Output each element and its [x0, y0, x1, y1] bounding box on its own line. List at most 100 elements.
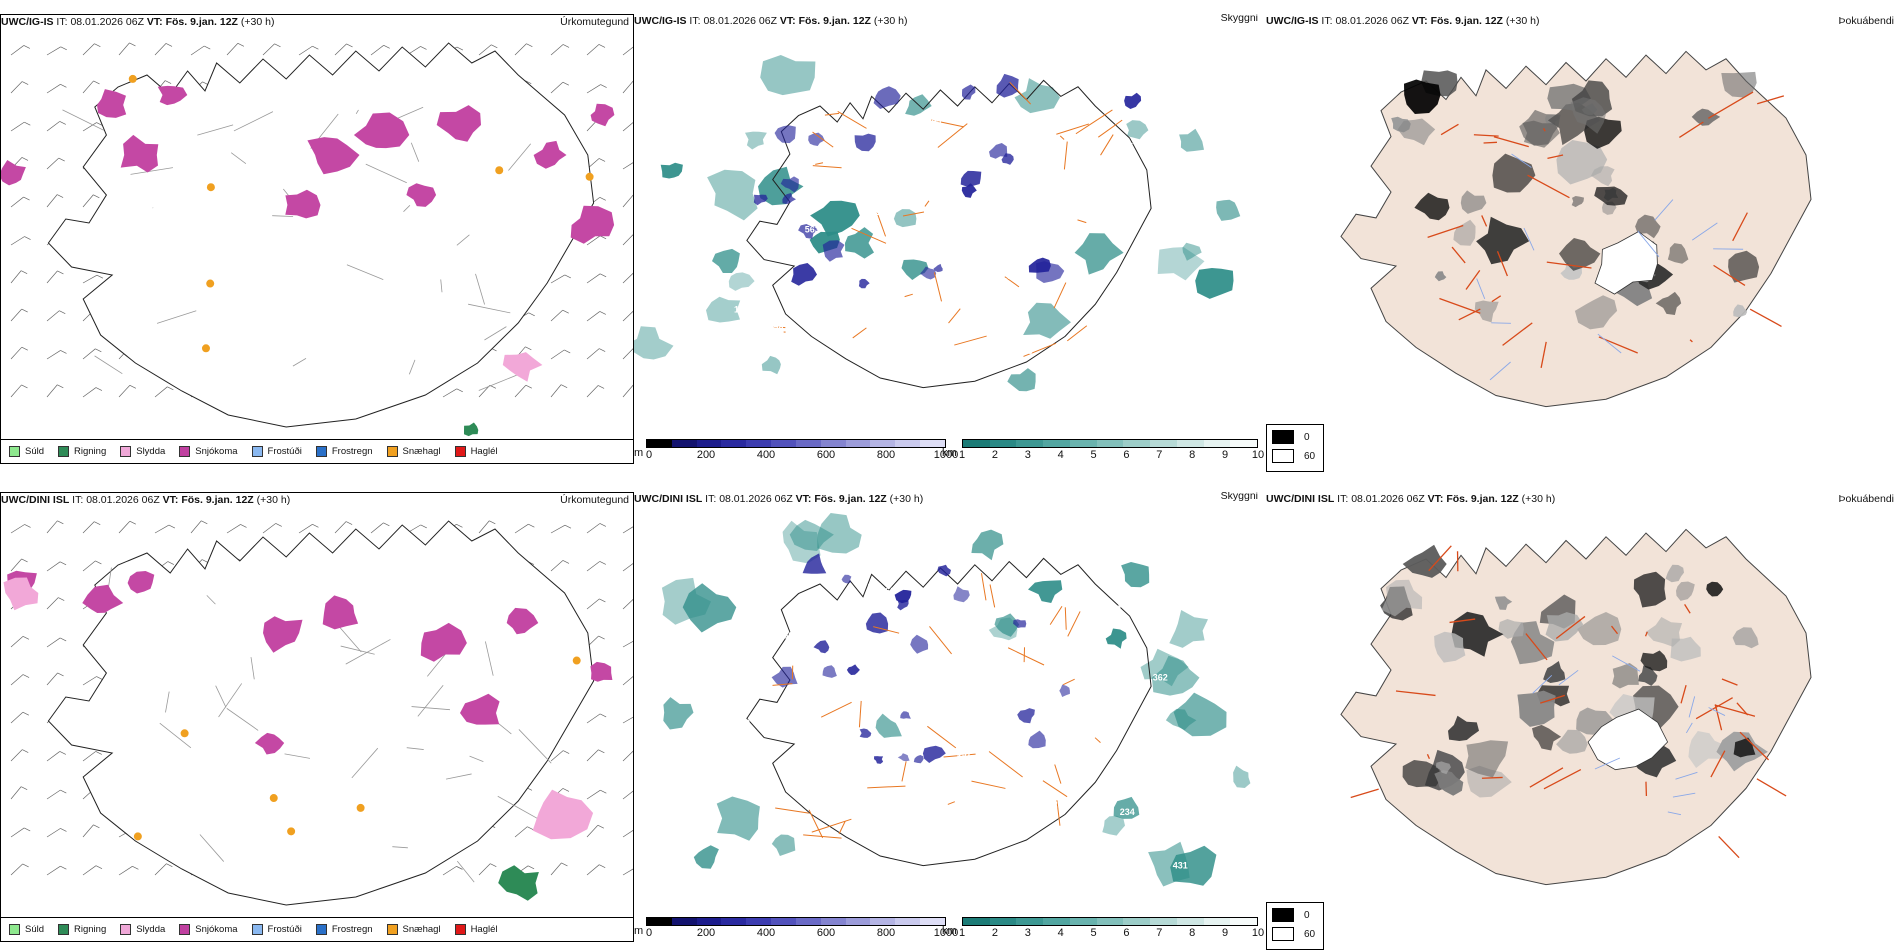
legend-item: Frostregn: [316, 446, 373, 457]
colorbar-cell: [1204, 918, 1231, 925]
legend-item: Súld: [9, 446, 44, 457]
colorbar-cell: [870, 918, 895, 925]
colorbar-cell: [1123, 440, 1150, 447]
legend-item: Frostúði: [252, 446, 302, 457]
colorbar-cell: [721, 440, 746, 447]
legend-label: Snæhagl: [403, 924, 441, 935]
visibility-label: 376: [998, 112, 1013, 122]
legend-swatch: [316, 446, 327, 457]
fog-legend-swatch: [1272, 927, 1294, 941]
colorbar-cell: [1177, 918, 1204, 925]
colorbar-tick: 4: [1058, 449, 1064, 461]
visibility-label: 985: [1170, 182, 1185, 192]
legend-item: Haglél: [455, 924, 498, 935]
colorbar-cell: [1150, 918, 1177, 925]
visibility-label: 946: [1100, 837, 1115, 847]
visibility-label: 144: [927, 115, 942, 125]
colorbar-tick: 0: [646, 449, 652, 461]
colorbar-tick: 200: [697, 449, 715, 461]
precip-type-panel: UWC/IG-IS IT: 08.01.2026 06Z VT: Fös. 9.…: [0, 14, 634, 464]
legend-swatch: [252, 446, 263, 457]
visibility-label: 245: [990, 295, 1005, 305]
visibility-label: 126: [947, 624, 962, 634]
colorbar-cell: [796, 440, 821, 447]
legend-swatch: [120, 924, 131, 935]
colorbar-cell: [697, 440, 722, 447]
coastline: [747, 558, 1151, 865]
visibility-label: 234: [1120, 807, 1135, 817]
visibility-map: 6479461051971041165623624066424312349719…: [634, 492, 1266, 912]
colorbar-cell: [1016, 918, 1043, 925]
visibility-label: 580: [1178, 585, 1193, 595]
visibility-panel: UWC/DINI ISL IT: 08.01.2026 06Z VT: Fös.…: [634, 492, 1266, 952]
legend-swatch: [179, 446, 190, 457]
legend-label: Rigning: [74, 924, 106, 935]
colorbar-tick: 800: [877, 927, 895, 939]
colorbar-cell: [697, 918, 722, 925]
colorbar-tick: 600: [817, 449, 835, 461]
legend-label: Frostúði: [268, 924, 302, 935]
visibility-label: 406: [1084, 693, 1099, 703]
colorbar-cell: [990, 918, 1017, 925]
colorbar-cell: [746, 918, 771, 925]
legend-label: Súld: [25, 924, 44, 935]
colorbar-cell: [895, 440, 920, 447]
colorbar-cell: [846, 440, 871, 447]
colorbar-tick: 0: [646, 927, 652, 939]
colorbar-cell: [963, 440, 990, 447]
legend-swatch: [9, 446, 20, 457]
legend-item: Frostúði: [252, 924, 302, 935]
colorbar-tick: 7: [1156, 927, 1162, 939]
visibility-label: 202: [865, 207, 880, 217]
visibility-label: 619: [728, 385, 743, 395]
visibility-label: 700: [1047, 677, 1062, 687]
visibility-label: 420: [839, 66, 854, 76]
visibility-label: 979: [1018, 346, 1033, 356]
legend-item: Slydda: [120, 924, 165, 935]
colorbar-tick: 800: [877, 449, 895, 461]
legend-swatch: [387, 446, 398, 457]
fog-panel: UWC/DINI ISL IT: 08.01.2026 06Z VT: Fös.…: [1266, 492, 1900, 952]
colorbar-cell: [963, 918, 990, 925]
legend-label: Rigning: [74, 446, 106, 457]
colorbar-tick: 1: [959, 927, 965, 939]
fog-legend-label: 0: [1304, 910, 1310, 921]
visibility-label: 6: [754, 308, 759, 318]
visibility-label: 864: [737, 326, 752, 336]
legend-swatch: [316, 924, 327, 935]
forecast-row-2: UWC/DINI ISL IT: 08.01.2026 06Z VT: Fös.…: [0, 492, 1900, 952]
fog-legend-row: 0: [1272, 908, 1323, 922]
visibility-label: 642: [1106, 604, 1121, 614]
colorbar-tick: 1: [959, 449, 965, 461]
fog-legend-label: 60: [1304, 929, 1315, 940]
colorbar-cell: [870, 440, 895, 447]
colorbar-cell: [821, 440, 846, 447]
colorbar-cell: [771, 918, 796, 925]
colorbar-tick: 5: [1090, 927, 1096, 939]
visibility-label: 8: [784, 331, 789, 341]
legend-item: Snæhagl: [387, 446, 441, 457]
low-visibility-areas: [662, 513, 1251, 887]
legend-swatch: [387, 924, 398, 935]
visibility-label: 197: [957, 748, 972, 758]
legend-label: Haglél: [471, 446, 498, 457]
legend-item: Rigning: [58, 446, 106, 457]
visibility-label: 220: [1115, 222, 1130, 232]
fog-legend-label: 0: [1304, 432, 1310, 443]
fog-legend-row: 0: [1272, 430, 1323, 444]
colorbar-tick: 10: [1252, 449, 1264, 461]
visibility-label: 120: [991, 859, 1006, 869]
colorbar-cell: [1177, 440, 1204, 447]
visibility-label: 971: [868, 582, 883, 592]
precip-map: [1, 15, 634, 441]
low-visibility-areas: [634, 55, 1240, 391]
visibility-label: 508: [939, 225, 954, 235]
legend-swatch: [58, 924, 69, 935]
colorbar-tick: 5: [1090, 449, 1096, 461]
ceiling-unit: m: [634, 447, 643, 459]
legend-label: Frostúði: [268, 446, 302, 457]
